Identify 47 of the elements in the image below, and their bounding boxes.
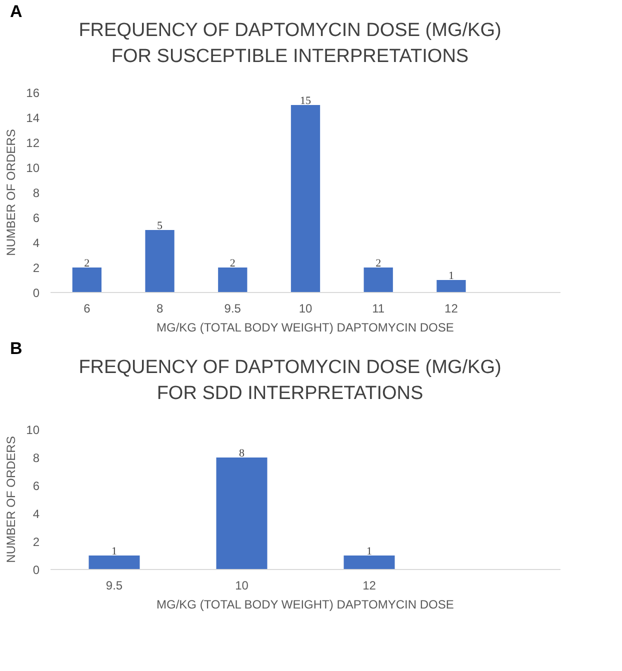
- x-tick-label: 8: [156, 302, 164, 316]
- y-tick-label: 14: [26, 111, 40, 125]
- x-tick-label: 9.5: [224, 302, 242, 316]
- y-tick-label: 0: [32, 563, 40, 577]
- data-label: 1: [112, 546, 117, 558]
- text: B: [10, 338, 22, 360]
- chart-title: FREQUENCY OF DAPTOMYCIN DOSE (MG/KG) FOR SUSCEPTIBLE INTERPRETATIONS: [78, 19, 502, 69]
- y-axis-title: NUMBER OF ORDERS: [4, 436, 18, 563]
- bar: [145, 230, 174, 292]
- y-axis-title: NUMBER OF ORDERS: [4, 129, 18, 256]
- x-axis-title: MG/KG (TOTAL BODY WEIGHT) DAPTOMYCIN DOSE: [156, 320, 454, 334]
- data-label: 8: [239, 448, 245, 460]
- chart-title: FREQUENCY OF DAPTOMYCIN DOSE (MG/KG) FOR SDD INTERPRETATIONS: [78, 356, 502, 406]
- data-label: 1: [448, 270, 454, 282]
- x-tick-label: 12: [362, 578, 376, 592]
- y-tick-label: 6: [32, 479, 40, 493]
- y-tick-label: 12: [26, 136, 40, 150]
- data-label: 5: [157, 220, 164, 232]
- x-axis-title: MG/KG (TOTAL BODY WEIGHT) DAPTOMYCIN DOSE: [156, 598, 454, 612]
- x-tick-label: 11: [372, 302, 385, 316]
- x-tick-label: 10: [298, 302, 312, 316]
- x-tick-label: 12: [444, 302, 458, 316]
- y-tick-label: 6: [32, 211, 40, 225]
- y-tick-label: 10: [26, 423, 40, 437]
- x-tick-label: 6: [84, 302, 91, 316]
- x-tick-label: 9.5: [106, 578, 123, 592]
- data-label: 15: [300, 95, 312, 107]
- bar: [218, 268, 248, 292]
- y-tick-label: 8: [32, 186, 40, 200]
- data-label: 1: [366, 546, 372, 558]
- data-label: 2: [84, 258, 90, 270]
- y-tick-label: 10: [26, 161, 40, 175]
- bar: [364, 268, 393, 292]
- data-label: 2: [230, 258, 236, 270]
- y-tick-label: 2: [32, 535, 40, 549]
- bar: [436, 280, 466, 292]
- y-tick-label: 0: [32, 286, 40, 300]
- y-tick-label: 16: [26, 86, 40, 100]
- y-tick-label: 4: [32, 236, 40, 250]
- y-tick-label: 4: [32, 507, 40, 521]
- bar: [72, 268, 102, 292]
- data-label: 2: [376, 258, 382, 270]
- x-tick-label: 10: [235, 578, 249, 592]
- text: A: [10, 1, 22, 23]
- y-tick-label: 8: [32, 451, 40, 465]
- bar: [290, 105, 320, 292]
- y-tick-label: 2: [32, 261, 40, 275]
